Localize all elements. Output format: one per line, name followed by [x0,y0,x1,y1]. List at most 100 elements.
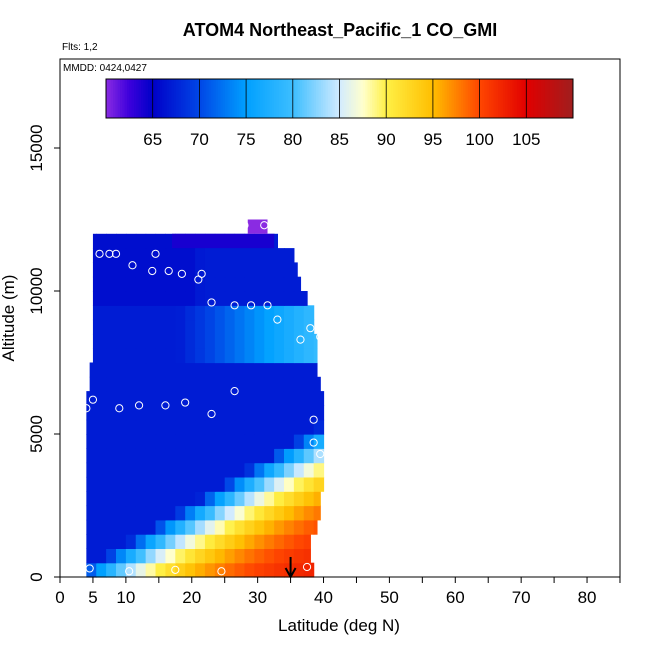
heatmap-cell [116,291,127,306]
heatmap-cell [165,262,176,278]
heatmap-cell [214,376,226,392]
heatmap-cell [234,491,246,507]
heatmap-cell [204,333,216,349]
heatmap-cell [145,233,157,249]
observation-point [88,395,98,404]
heatmap-cell [155,305,167,321]
heatmap-cell [214,448,226,464]
observation-point [302,562,312,572]
heatmap-cell [264,491,275,507]
colorbar-segment [409,79,413,118]
colorbar-segment [173,79,177,118]
heatmap-cell [303,291,308,306]
heatmap-cell [254,305,265,321]
observation-point [115,404,124,413]
colorbar-segment [278,79,282,118]
observation-point [134,401,144,410]
observation-point [207,409,216,419]
heatmap-cell [185,348,196,364]
heatmap-cell [313,476,325,492]
colorbar-segment [383,79,387,118]
heatmap-cell [274,434,285,449]
heatmap-cell [185,305,196,321]
heatmap-cell [303,348,315,364]
heatmap-cell [224,562,236,578]
heatmap-cell [125,419,137,435]
heatmap-cell [254,376,265,392]
colorbar-segment [304,79,308,118]
heatmap-cell [155,333,167,349]
colorbar-segment [253,79,256,118]
heatmap-cell [254,419,265,435]
colorbar-segment [516,79,520,118]
heatmap-cell [195,534,206,549]
heatmap-cell [125,376,137,392]
heatmap-cell [175,505,186,521]
heatmap-cell [283,248,295,263]
heatmap-cell [195,476,206,492]
heatmap-cell [145,291,157,306]
heatmap-cell [175,448,186,464]
heatmap-cell [293,405,305,421]
observation-point [111,249,121,258]
heatmap-cell [116,476,127,492]
colorbar-segment [346,79,350,118]
heatmap-cell [313,434,325,449]
heatmap-cell [106,534,117,549]
heatmap-cell [264,419,275,435]
observation-point [128,261,137,270]
observation-point [273,315,282,324]
observation-point [309,438,318,447]
heatmap-cell [155,233,167,249]
heatmap-cell [116,448,127,464]
heatmap-cell [195,562,206,578]
colorbar-segment [288,79,291,118]
heatmap-cell [293,491,305,507]
heatmap-cell [116,562,127,578]
colorbar-segment [554,79,558,118]
heatmap-cell [155,534,167,549]
colorbar-segment [201,79,205,118]
heatmap-cell [224,362,236,378]
heatmap-cell [106,248,117,263]
colorbar-segment [444,79,448,118]
heatmap-cell [195,462,206,478]
heatmap-cell [135,491,147,507]
heatmap-cell [224,419,236,435]
heatmap-cell [244,305,255,321]
heatmap-cell [303,462,315,478]
plot-area [82,219,325,580]
colorbar-segment [432,79,436,118]
heatmap-cell [254,276,265,292]
heatmap-cell [125,562,137,578]
heatmap-cell [224,305,236,321]
heatmap-cell [195,405,206,421]
heatmap-cell [195,491,206,507]
heatmap-cell [283,362,295,378]
heatmap-cell [283,491,295,507]
heatmap-cell [135,362,147,378]
heatmap-cell [96,248,107,263]
heatmap-cell [244,248,255,263]
heatmap-cell [135,476,147,492]
heatmap-cell [234,562,246,578]
heatmap-cell [155,376,167,392]
y-tick-label: 15000 [27,124,46,171]
heatmap-cell [135,519,147,535]
colorbar-segment [141,79,144,118]
heatmap-cell [204,534,216,549]
heatmap-cell [264,476,275,492]
colorbar-tick-label: 75 [237,130,256,149]
colorbar-segment [211,79,214,118]
heatmap-cell [185,319,196,335]
colorbar-segment [439,79,443,118]
heatmap-cell [195,305,206,321]
heatmap-cell [234,376,246,392]
heatmap-cell [175,262,186,278]
heatmap-cell [125,448,137,464]
colorbar-segment [269,79,273,118]
heatmap-cell [106,519,117,535]
heatmap-cell [155,419,167,435]
heatmap-cell [204,491,216,507]
